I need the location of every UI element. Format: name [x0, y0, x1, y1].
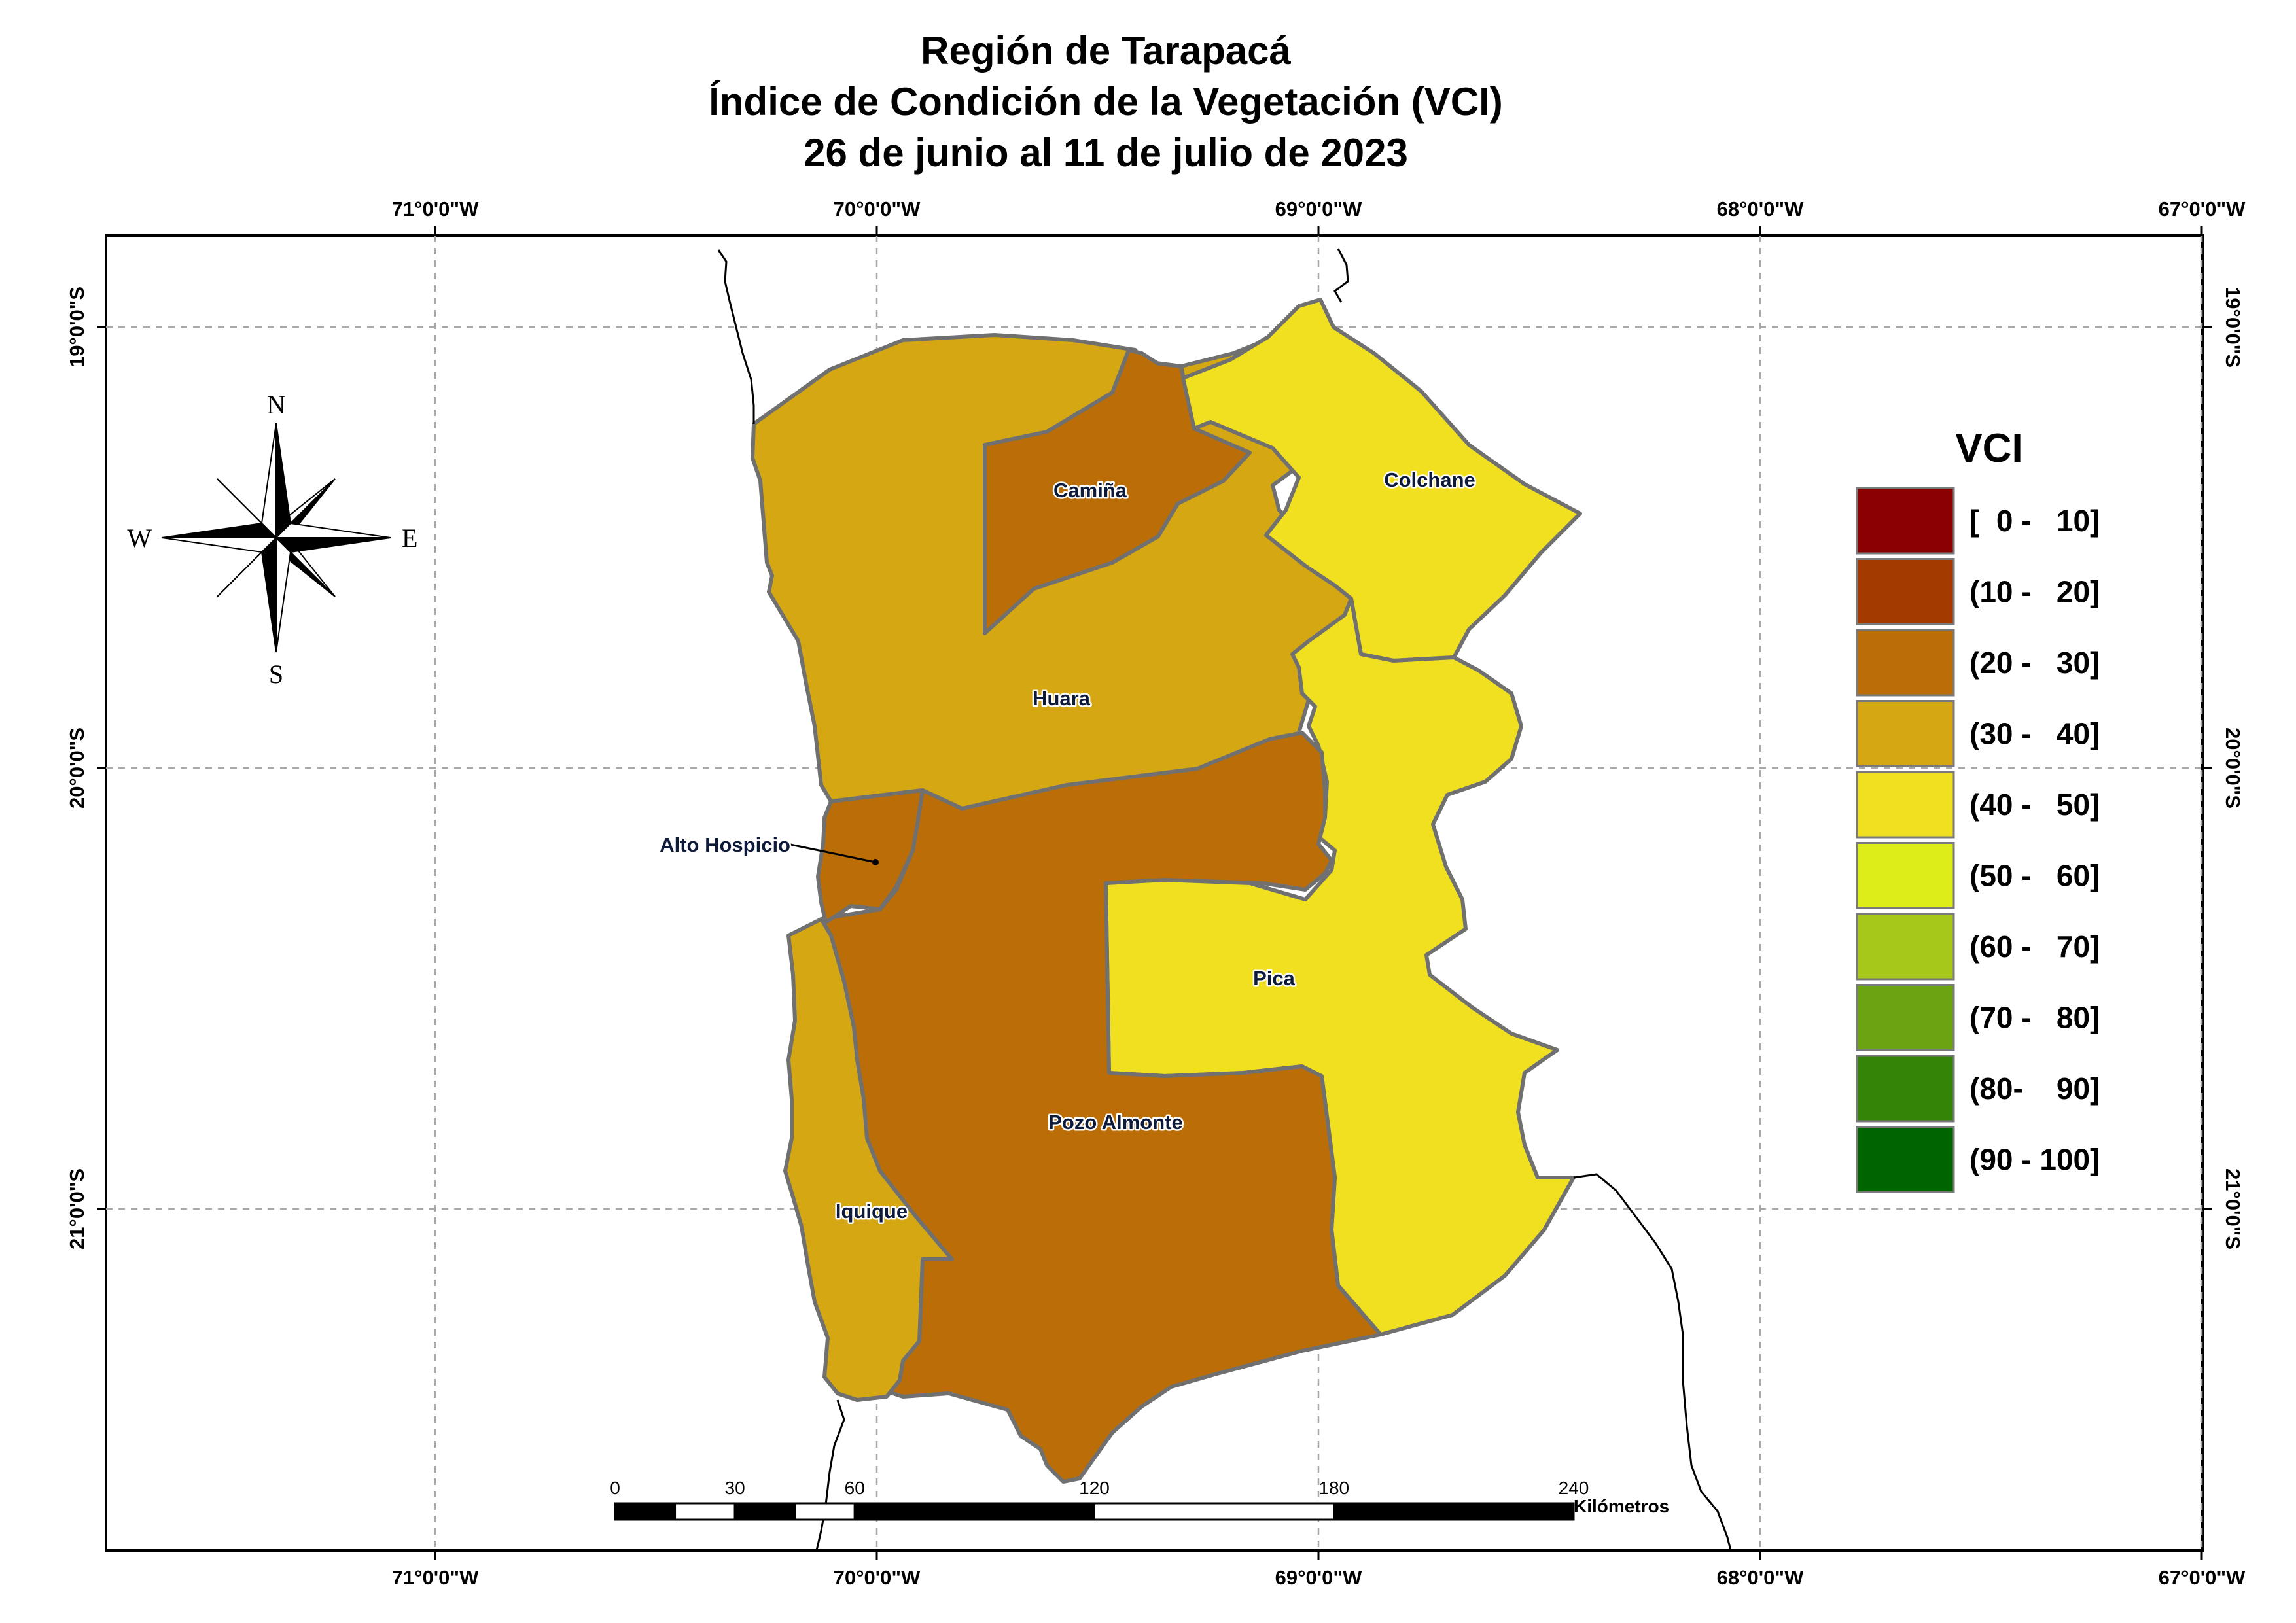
- label-huara: Huara: [1033, 687, 1091, 710]
- svg-text:69°0'0"W: 69°0'0"W: [1275, 1566, 1362, 1589]
- municipality-colchane[interactable]: [1181, 298, 1582, 663]
- legend-swatch-6: [1856, 913, 1955, 981]
- border-bolivia: [1573, 1173, 1732, 1551]
- longitude-labels-bottom: 71°0'0"W 70°0'0"W 69°0'0"W 68°0'0"W 67°0…: [392, 1566, 2246, 1589]
- border-north-east: [1333, 248, 1349, 303]
- boundary-lines: [717, 248, 1732, 1551]
- scale-segment-1: [674, 1502, 736, 1521]
- compass-west: W: [127, 523, 152, 553]
- svg-text:68°0'0"W: 68°0'0"W: [1717, 198, 1804, 220]
- compass-rose: N S E W: [127, 390, 417, 689]
- svg-text:21°0'0"S: 21°0'0"S: [2221, 1168, 2244, 1249]
- scale-segment-4: [853, 1502, 1095, 1521]
- svg-text:70°0'0"W: 70°0'0"W: [834, 198, 921, 220]
- legend-label-2: (20 - 30]: [1969, 646, 2100, 680]
- map-date-range: 26 de junio al 11 de julio de 2023: [804, 131, 1408, 175]
- svg-text:19°0'0"S: 19°0'0"S: [65, 287, 88, 368]
- legend-label-8: (80- 90]: [1969, 1072, 2100, 1106]
- label-alto-hospicio: Alto Hospicio: [660, 833, 790, 856]
- svg-text:69°0'0"W: 69°0'0"W: [1275, 198, 1362, 220]
- legend-swatch-5: [1856, 842, 1955, 909]
- svg-text:20°0'0"S: 20°0'0"S: [2221, 727, 2244, 809]
- legend-swatch-8: [1856, 1055, 1955, 1123]
- legend-label-3: (30 - 40]: [1969, 717, 2100, 751]
- compass-star-icon: [161, 423, 391, 653]
- alto-hospicio-leader-line: [790, 843, 876, 864]
- scale-bar-labels: 0 30 60 120 180 240: [610, 1478, 1589, 1498]
- legend-items: [ 0 - 10] (10 - 20] (20 - 30] (30 - 40] (40 …: [1856, 487, 2100, 1193]
- legend-swatch-7: [1856, 984, 1955, 1051]
- municipality-labels: Camiña Colchane Huara Alto Hospicio Pica…: [658, 467, 1477, 1225]
- legend-label-9: (90 - 100]: [1969, 1143, 2100, 1177]
- scale-bar-unit: Kilómetros: [1574, 1496, 1669, 1516]
- municipality-iquique[interactable]: [783, 917, 954, 1402]
- alto-hospicio-point: [872, 859, 879, 865]
- scale-label-3: 120: [1079, 1478, 1110, 1498]
- legend-swatch-9: [1856, 1126, 1955, 1193]
- map-title: Región de Tarapacá: [921, 29, 1291, 73]
- legend-label-6: (60 - 70]: [1969, 930, 2100, 964]
- svg-text:67°0'0"W: 67°0'0"W: [2159, 198, 2246, 220]
- label-colchane: Colchane: [1384, 468, 1475, 491]
- svg-text:21°0'0"S: 21°0'0"S: [65, 1168, 88, 1249]
- scale-bar: 0 30 60 120 180 240 Kilómetros: [610, 1478, 1669, 1521]
- label-pica: Pica: [1253, 967, 1296, 990]
- scale-segment-5: [1093, 1502, 1335, 1521]
- legend-swatch-4: [1856, 771, 1955, 839]
- label-iquique: Iquique: [836, 1200, 908, 1223]
- legend-label-5: (50 - 60]: [1969, 859, 2100, 893]
- legend-label-7: (70 - 80]: [1969, 1001, 2100, 1035]
- municipality-alto-hospicio[interactable]: [816, 788, 925, 924]
- scale-bar-segments: [614, 1502, 1575, 1521]
- scale-segment-6: [1333, 1502, 1575, 1521]
- svg-text:19°0'0"S: 19°0'0"S: [2221, 287, 2244, 368]
- longitude-labels-top: 71°0'0"W 70°0'0"W 69°0'0"W 68°0'0"W 67°0…: [392, 198, 2246, 220]
- latitude-labels-right: 19°0'0"S 20°0'0"S 21°0'0"S: [2221, 287, 2244, 1249]
- compass-south: S: [269, 659, 283, 689]
- scale-segment-0: [614, 1502, 677, 1521]
- svg-text:71°0'0"W: 71°0'0"W: [392, 198, 479, 220]
- coastline-south: [815, 1399, 845, 1551]
- legend-label-4: (40 - 50]: [1969, 788, 2100, 822]
- municipality-camina[interactable]: [983, 348, 1252, 635]
- scale-label-2: 60: [845, 1478, 865, 1498]
- latitude-labels-left: 19°0'0"S 20°0'0"S 21°0'0"S: [65, 287, 88, 1249]
- scale-label-0: 0: [610, 1478, 620, 1498]
- compass-north: N: [267, 390, 286, 419]
- legend-label-0: [ 0 - 10]: [1969, 504, 2100, 538]
- legend-swatch-1: [1856, 558, 1955, 625]
- legend-swatch-2: [1856, 629, 1955, 697]
- legend-label-1: (10 - 20]: [1969, 575, 2100, 609]
- svg-text:71°0'0"W: 71°0'0"W: [392, 1566, 479, 1589]
- frame-ticks: [97, 226, 2212, 1560]
- svg-text:68°0'0"W: 68°0'0"W: [1717, 1566, 1804, 1589]
- label-camina: Camiña: [1053, 479, 1127, 502]
- legend-swatch-3: [1856, 700, 1955, 767]
- municipalities: [751, 298, 1582, 1484]
- scale-segment-3: [794, 1502, 856, 1521]
- scale-label-1: 30: [725, 1478, 745, 1498]
- svg-text:67°0'0"W: 67°0'0"W: [2159, 1566, 2246, 1589]
- scale-label-5: 240: [1559, 1478, 1589, 1498]
- scale-label-4: 180: [1318, 1478, 1349, 1498]
- label-pozo-almonte: Pozo Almonte: [1048, 1111, 1183, 1134]
- legend-swatch-0: [1856, 487, 1955, 555]
- svg-text:70°0'0"W: 70°0'0"W: [834, 1566, 921, 1589]
- svg-text:20°0'0"S: 20°0'0"S: [65, 727, 88, 809]
- scale-segment-2: [733, 1502, 796, 1521]
- legend-title: VCI: [1955, 426, 2022, 471]
- map-subtitle: Índice de Condición de la Vegetación (VC…: [709, 80, 1503, 124]
- coastline: [717, 249, 755, 424]
- legend: VCI [ 0 - 10] (10 - 20] (20 - 30] (30 - 40]…: [1856, 426, 2100, 1193]
- compass-east: E: [402, 523, 417, 553]
